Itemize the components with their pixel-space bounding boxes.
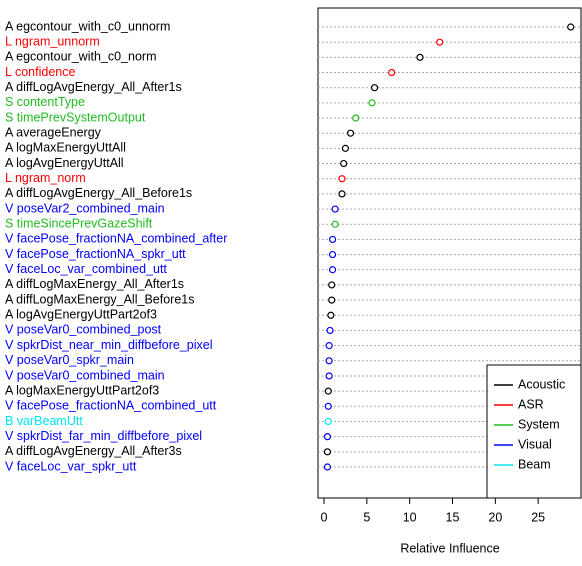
dot (416, 53, 424, 61)
category-label: V facePose_fractionNA_combined_utt (5, 399, 217, 413)
category-label: S timeSincePrevGazeShift (5, 217, 153, 231)
dot (328, 296, 336, 304)
dot (328, 281, 336, 289)
x-tick-label: 0 (321, 510, 328, 524)
category-label: A diffLogAvgEnergy_All_Before1s (5, 186, 192, 200)
category-label: A egcontour_with_c0_norm (5, 50, 156, 64)
dot (323, 448, 332, 456)
category-label: V faceLoc_var_combined_utt (5, 262, 167, 276)
category-label: L confidence (5, 65, 75, 79)
dot (328, 250, 337, 259)
category-label: A logAvgEnergyUttPart2of3 (5, 308, 157, 322)
category-label: B varBeamUtt (5, 414, 83, 428)
category-label: V spkrDist_far_min_diffbefore_pixel (5, 429, 202, 443)
category-label: V poseVar0_combined_main (5, 368, 165, 382)
category-label: A logAvgEnergyUttAll (5, 156, 124, 170)
dot (328, 235, 337, 244)
category-label: V facePose_fractionNA_spkr_utt (5, 247, 186, 261)
dot (326, 326, 334, 335)
legend-label: Visual (518, 437, 552, 451)
dot (331, 205, 339, 213)
dot (370, 84, 379, 92)
category-label: V spkrDist_near_min_diffbefore_pixel (5, 338, 213, 352)
dot (325, 372, 333, 380)
category-label: A logMaxEnergyUttPart2of3 (5, 383, 159, 397)
plot-box (317, 7, 582, 499)
category-label: S timePrevSystemOutput (5, 110, 146, 124)
category-label: V facePose_fractionNA_combined_after (5, 232, 227, 246)
dot (325, 342, 333, 350)
legend-label: ASR (518, 397, 544, 411)
dot (340, 159, 348, 168)
category-label: A diffLogMaxEnergy_All_Before1s (5, 292, 194, 306)
dot (323, 433, 332, 441)
dot (346, 129, 355, 137)
x-tick-label: 15 (446, 510, 460, 524)
category-label: A logMaxEnergyUttAll (5, 141, 126, 155)
legend-label: Beam (518, 457, 551, 471)
x-tick-label: 5 (363, 510, 370, 524)
dot (368, 99, 376, 107)
dot (323, 463, 332, 471)
dot (324, 402, 332, 410)
category-label: L ngram_unnorm (5, 34, 100, 48)
category-label: L ngram_norm (5, 171, 86, 185)
category-label: A diffLogMaxEnergy_All_After1s (5, 277, 184, 291)
category-label: A egcontour_with_c0_unnorm (5, 19, 170, 33)
category-label: A diffLogAvgEnergy_All_After3s (5, 444, 182, 458)
category-label: V faceLoc_var_spkr_utt (5, 459, 137, 473)
legend-label: Acoustic (518, 377, 565, 391)
dot (324, 387, 332, 395)
dot (324, 417, 332, 426)
x-tick-label: 25 (531, 510, 545, 524)
dot (352, 114, 360, 122)
dot (567, 23, 575, 31)
category-label: A averageEnergy (5, 126, 102, 140)
legend-box (486, 364, 582, 499)
dot (331, 220, 339, 228)
x-axis-label: Relative Influence (400, 541, 499, 555)
dot (436, 38, 444, 46)
dot (327, 311, 335, 319)
legend-label: System (518, 417, 560, 431)
category-label: S contentType (5, 95, 85, 109)
x-tick-label: 20 (488, 510, 502, 524)
x-tick-label: 10 (403, 510, 417, 524)
dot (328, 266, 337, 274)
category-label: V poseVar2_combined_main (5, 201, 165, 215)
category-label: A diffLogAvgEnergy_All_After1s (5, 80, 182, 94)
dot (338, 175, 346, 183)
dot (341, 144, 350, 152)
dot (325, 357, 333, 365)
dot (338, 190, 346, 198)
dot (388, 68, 396, 77)
category-label: V poseVar0_combined_post (5, 323, 162, 337)
category-label: V poseVar0_spkr_main (5, 353, 134, 367)
